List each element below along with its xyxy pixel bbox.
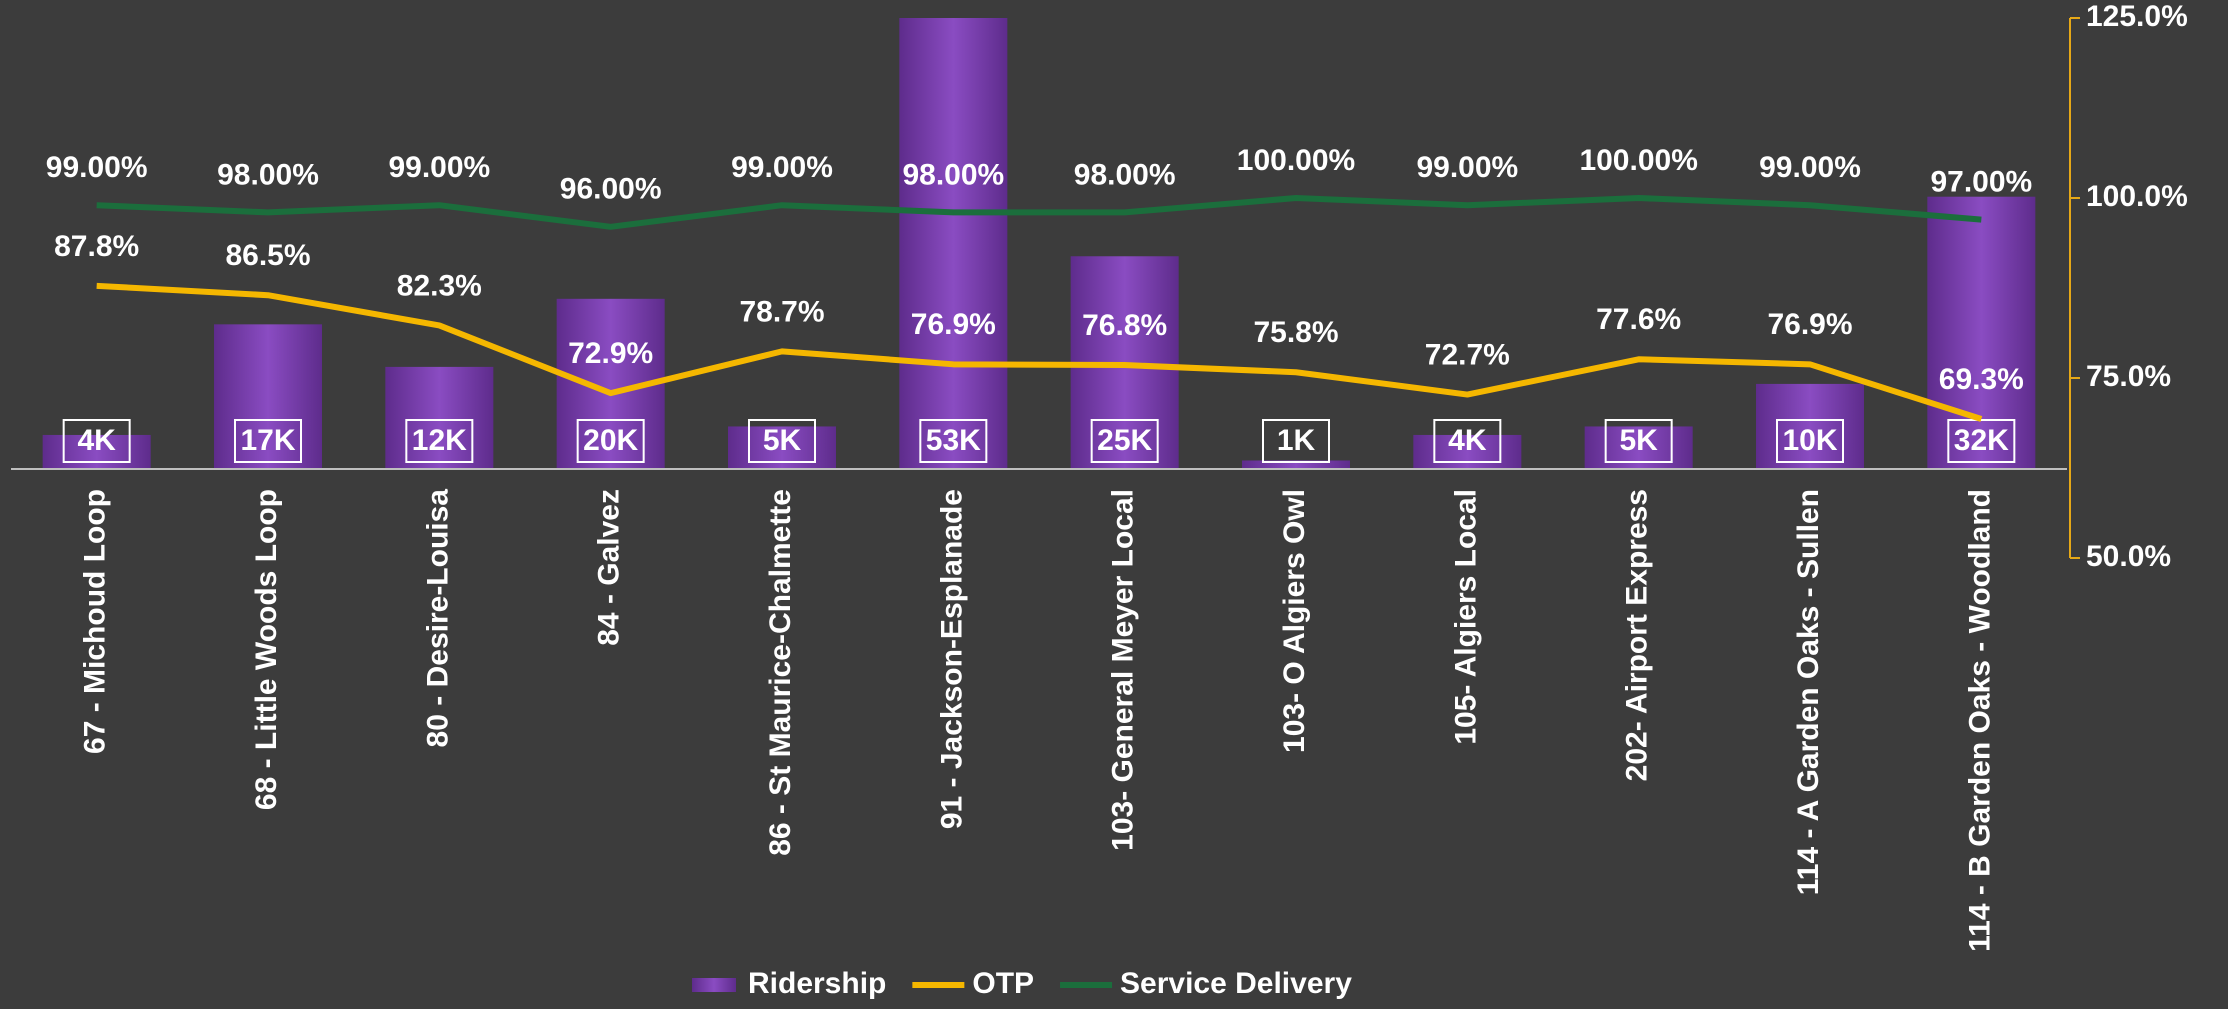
x-tick-label: 105- Algiers Local (1449, 489, 1482, 745)
x-tick-label: 103- General Meyer Local (1107, 489, 1140, 851)
legend-swatch (692, 978, 736, 992)
legend-label: Ridership (748, 967, 886, 1000)
x-tick-label: 80 - Desire-Louisa (421, 489, 454, 748)
x-tick-label: 202- Airport Express (1621, 489, 1654, 781)
x-tick-label: 86 - St Maurice-Chalmette (764, 489, 797, 856)
data-label: 100.00% (1237, 144, 1355, 177)
data-label: 98.00% (1074, 158, 1176, 191)
line-series (96, 195, 1982, 230)
data-label: 78.7% (739, 295, 824, 328)
bar-label: 5K (1619, 424, 1658, 457)
bar (1413, 434, 1522, 469)
x-tick-label: 114 - B Garden Oaks - Woodland (1963, 489, 1996, 952)
data-label: 97.00% (1930, 166, 2032, 199)
bar-label: 53K (926, 424, 981, 457)
bar-label: 1K (1277, 424, 1316, 457)
data-label: 75.8% (1253, 316, 1338, 349)
data-label: 98.00% (902, 158, 1004, 191)
bar (1927, 196, 2036, 469)
data-label: 72.9% (568, 337, 653, 370)
label-box (1262, 419, 1330, 463)
data-label: 76.9% (1767, 308, 1852, 341)
data-label: 98.00% (217, 158, 319, 191)
bar-label: 4K (77, 424, 116, 457)
bar-label: 17K (240, 424, 295, 457)
legend-label: Service Delivery (1120, 967, 1352, 1000)
label-box (919, 419, 988, 463)
bar (385, 366, 494, 469)
x-tick-label: 84 - Galvez (593, 489, 626, 646)
data-label: 99.00% (46, 151, 148, 184)
y2-tick-label: 125.0% (2086, 0, 2188, 33)
bar (899, 18, 1008, 469)
data-label: 82.3% (397, 269, 482, 302)
x-tick-label: 114 - A Garden Oaks - Sullen (1792, 489, 1825, 895)
y2-tick-label: 100.0% (2086, 180, 2188, 213)
bar-label: 5K (763, 424, 802, 457)
x-tick-label: 67 - Michoud Loop (79, 489, 112, 754)
bar-label: 4K (1448, 424, 1487, 457)
data-label: 76.8% (1082, 309, 1167, 342)
data-label: 99.00% (731, 151, 833, 184)
data-label: 86.5% (225, 239, 310, 272)
data-label: 100.00% (1579, 144, 1697, 177)
label-box (1090, 419, 1159, 463)
data-label: 72.7% (1425, 338, 1510, 371)
label-box (1947, 419, 2016, 463)
data-label: 96.00% (560, 173, 662, 206)
legend-label: OTP (972, 967, 1034, 1000)
label-box (748, 419, 816, 463)
bar-label: 25K (1097, 424, 1152, 457)
bar (1242, 460, 1350, 469)
label-box (1433, 419, 1502, 463)
label-box (576, 419, 645, 463)
data-label: 76.9% (911, 308, 996, 341)
label-box (1776, 419, 1844, 463)
line-series (96, 282, 1983, 422)
bar-label: 10K (1782, 424, 1837, 457)
x-tick-label: 68 - Little Woods Loop (250, 489, 283, 810)
bar (42, 434, 151, 469)
label-box (234, 419, 302, 463)
data-label: 99.00% (388, 151, 490, 184)
data-label: 77.6% (1596, 303, 1681, 336)
bar-label: 20K (583, 424, 638, 457)
bar-label: 12K (412, 424, 467, 457)
label-box (1604, 419, 1673, 463)
x-tick-label: 91 - Jackson-Esplanade (935, 489, 968, 829)
label-box (62, 419, 131, 463)
y2-tick-label: 75.0% (2086, 360, 2171, 393)
x-tick-label: 103- O Algiers Owl (1278, 489, 1311, 753)
bar-label: 32K (1954, 424, 2009, 457)
bar (214, 324, 322, 469)
data-label: 87.8% (54, 230, 139, 263)
data-label: 69.3% (1939, 363, 2024, 396)
y2-tick-label: 50.0% (2086, 540, 2171, 573)
data-label: 99.00% (1416, 151, 1518, 184)
bar (1756, 383, 1864, 469)
label-box (405, 419, 474, 463)
data-label: 99.00% (1759, 151, 1861, 184)
